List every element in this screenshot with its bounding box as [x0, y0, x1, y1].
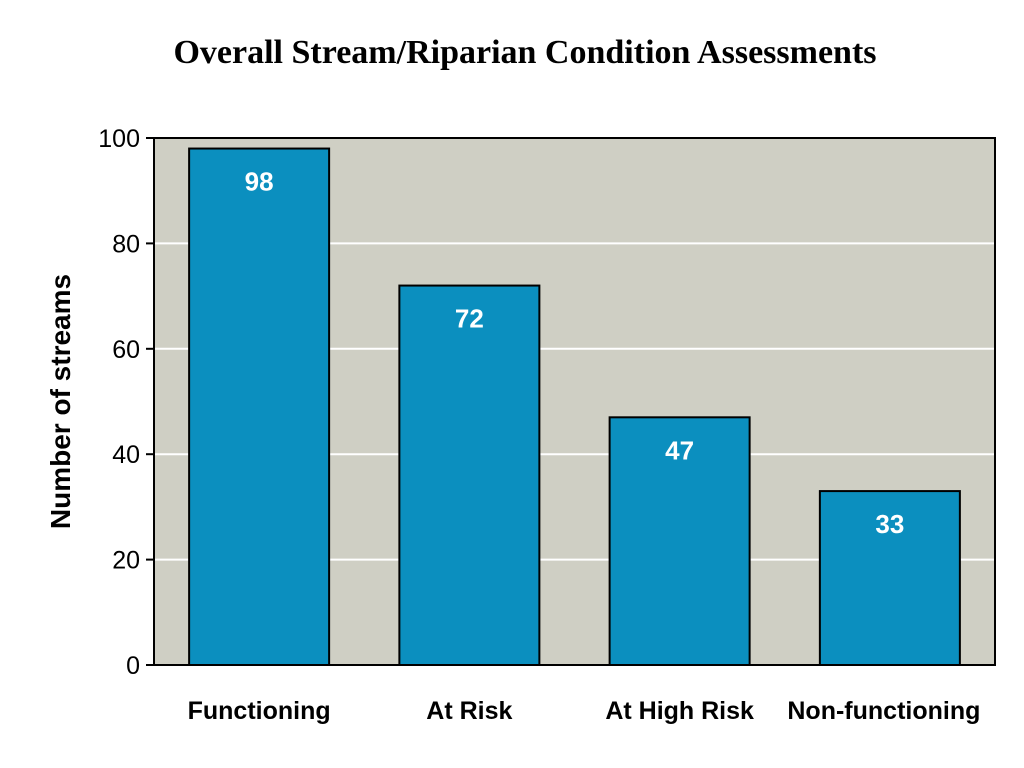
x-tick-label: At Risk	[426, 697, 512, 725]
data-label: 33	[875, 509, 904, 539]
data-label: 98	[245, 167, 274, 197]
bar	[398, 284, 541, 666]
data-label: 72	[455, 304, 484, 334]
x-tick-label: Functioning	[188, 697, 331, 725]
bar	[818, 490, 961, 666]
x-tick-label: At High Risk	[605, 697, 754, 725]
bar	[608, 416, 751, 666]
chart-title: Overall Stream/Riparian Condition Assess…	[173, 34, 877, 71]
y-tick-label: 20	[112, 547, 140, 575]
y-tick-label: 40	[112, 441, 140, 469]
y-tick-label: 100	[98, 125, 140, 153]
bar	[188, 147, 331, 667]
y-tick-label: 0	[126, 652, 140, 680]
data-label: 47	[665, 435, 694, 465]
y-tick-label: 80	[112, 230, 140, 258]
y-tick-label: 60	[112, 336, 140, 364]
x-tick-label: Non-functioning	[787, 697, 980, 725]
y-axis-label: Number of streams	[45, 274, 76, 529]
plot-frame	[153, 137, 996, 666]
